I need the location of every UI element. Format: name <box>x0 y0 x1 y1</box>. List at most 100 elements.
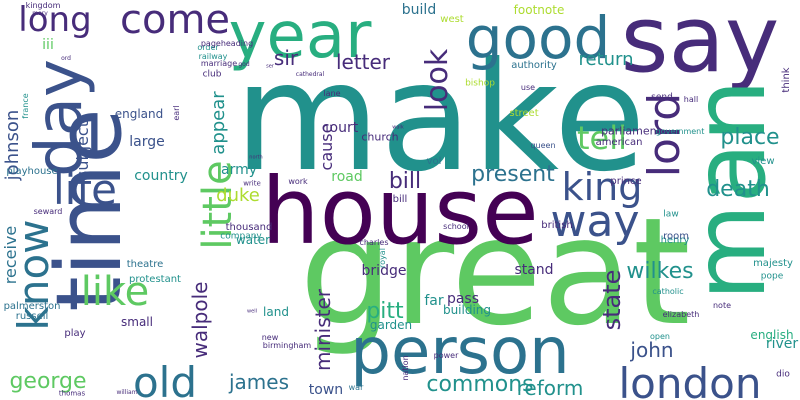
word-north: north <box>249 154 263 161</box>
word-government: government <box>655 127 705 136</box>
word-thomas: thomas <box>58 389 86 398</box>
word-king: king <box>561 165 643 209</box>
word-road: road <box>331 169 363 185</box>
word-appear: appear <box>208 91 229 155</box>
word-small: small <box>121 315 153 329</box>
word-land: land <box>263 305 289 319</box>
word-british: british <box>541 220 573 231</box>
word-power: power <box>433 351 459 360</box>
word-english: english <box>750 328 794 342</box>
word-house: house <box>261 158 539 265</box>
word-walpole: walpole <box>188 281 212 359</box>
word-death: death <box>706 177 770 202</box>
word-come: come <box>119 0 231 43</box>
word-building: building <box>442 303 492 317</box>
word-state: state <box>598 269 626 331</box>
word-france: france <box>21 93 30 119</box>
word-war: war <box>348 383 364 392</box>
word-river: river <box>765 336 799 352</box>
word-like: like <box>80 269 150 315</box>
word-order: order <box>197 43 219 52</box>
word-present: present <box>471 162 555 187</box>
word-authority: authority <box>511 60 557 71</box>
word-company: company <box>220 231 262 242</box>
word-great: great <box>299 186 691 358</box>
word-write: write <box>243 179 261 188</box>
word-walk: walk <box>392 124 404 131</box>
word-person: person <box>350 315 570 389</box>
word-note: note <box>712 301 732 310</box>
word-pass: pass <box>446 291 480 307</box>
word-footnote: footnote <box>513 3 565 17</box>
word-look: look <box>420 48 455 112</box>
word-england: england <box>114 107 164 121</box>
word-dio: dio <box>776 369 790 380</box>
word-ord: ord <box>61 55 71 62</box>
word-think: think <box>781 67 792 93</box>
word-church: church <box>361 130 399 144</box>
word-mary: mary <box>32 10 48 17</box>
word-letter: letter <box>335 50 391 74</box>
word-sir: sir <box>273 46 299 70</box>
word-work: work <box>288 177 308 186</box>
word-bridge: bridge <box>361 263 407 279</box>
word-year: year <box>228 0 372 73</box>
word-american: american <box>595 137 643 148</box>
word-birmingham: birmingham <box>262 341 312 350</box>
word-bill: bill <box>388 169 422 194</box>
word-wilkes: wilkes <box>626 259 694 284</box>
word-say: say <box>620 0 780 93</box>
word-west: west <box>440 14 464 25</box>
word-parliament: parliament <box>601 124 661 138</box>
word-open: open <box>650 332 670 341</box>
word-view: view <box>751 156 775 167</box>
word-court: court <box>321 120 359 136</box>
word-railway: railway <box>198 52 228 61</box>
word-seward: seward <box>33 207 63 216</box>
word-law: law <box>663 209 679 220</box>
word-large: large <box>129 134 165 150</box>
word-prince: prince <box>610 176 642 187</box>
word-bishop: bishop <box>465 78 495 89</box>
word-william: william <box>116 389 138 396</box>
word-pitt: pitt <box>366 299 404 324</box>
word-stand: stand <box>514 262 554 278</box>
word-pageheading: pageheading <box>200 39 254 48</box>
word-queen: queen <box>530 141 556 150</box>
word-john: john <box>630 338 674 362</box>
word-long: long <box>18 0 92 40</box>
word-palmerston: palmerston <box>3 301 61 312</box>
word-street: street <box>509 108 539 119</box>
word-marriage: marriage <box>200 59 238 68</box>
word-build: build <box>401 2 437 18</box>
word-pope: pope <box>760 271 784 282</box>
word-water: water <box>235 233 271 247</box>
word-bill: bill <box>392 194 408 205</box>
word-well: well <box>247 308 257 315</box>
word-country: country <box>134 168 188 184</box>
word-minister: minister <box>311 288 335 372</box>
word-reform: reform <box>516 376 584 400</box>
word-make: make <box>234 31 646 205</box>
word-protestant: protestant <box>129 274 181 285</box>
word-london: london <box>618 359 762 400</box>
word-cause: cause <box>317 123 336 171</box>
word-royal: royal <box>378 248 387 268</box>
word-catholic: catholic <box>652 287 684 296</box>
word-town: town <box>308 382 344 398</box>
word-receive: receive <box>1 225 20 285</box>
word-new: new <box>261 333 279 342</box>
word-james: james <box>228 370 290 394</box>
word-old: old <box>132 358 198 400</box>
word-tell: tell <box>576 119 628 157</box>
word-way: way <box>550 196 640 247</box>
word-army: army <box>220 162 258 178</box>
word-garden: garden <box>369 318 413 332</box>
word-ser: ser <box>266 63 274 70</box>
word-return: return <box>578 49 634 70</box>
word-henry: henry <box>660 235 690 246</box>
word-duke: duke <box>216 185 260 206</box>
word-elizabeth: elizabeth <box>662 310 700 319</box>
word-thousand: thousand <box>225 222 273 233</box>
